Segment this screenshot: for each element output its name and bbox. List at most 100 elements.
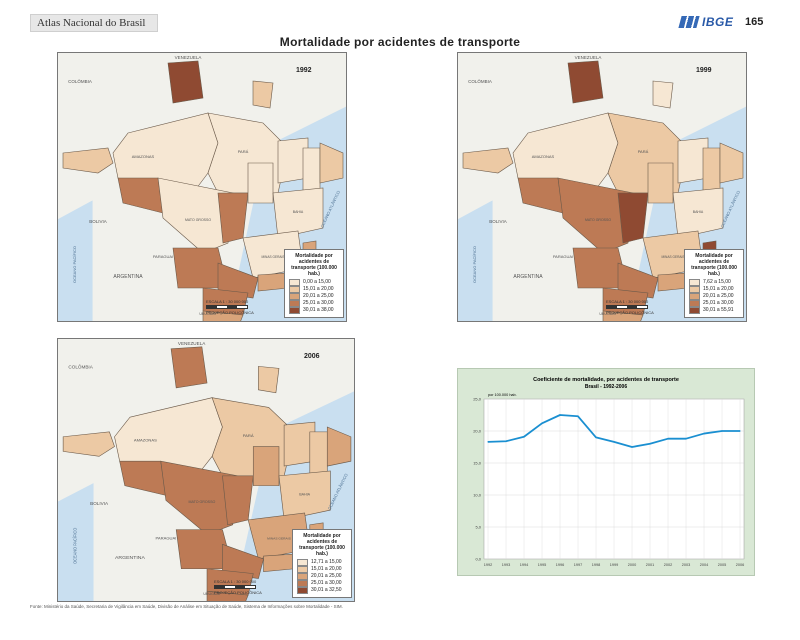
legend-class-label: 30,01 a 55,91 xyxy=(703,307,734,313)
label-bahia: BAHIA xyxy=(693,210,704,214)
map-year-label: 1992 xyxy=(296,67,312,74)
legend-swatch xyxy=(689,300,700,307)
data-point xyxy=(505,440,507,442)
legend-class-label: 30,01 a 38,00 xyxy=(303,307,334,313)
state-bahia xyxy=(672,187,724,239)
legend-title: Mortalidade por acidentes de transporte … xyxy=(299,533,345,557)
data-point xyxy=(703,432,705,435)
x-tick-label: 2006 xyxy=(736,563,744,567)
x-tick-label: 1999 xyxy=(610,563,618,567)
state-piaui xyxy=(302,147,321,194)
map-panel-1999: VENEZUELA COLÔMBIA BOLIVIA ARGENTINA PARAGUA… xyxy=(457,52,747,322)
data-point xyxy=(739,430,741,432)
label-argentina: ARGENTINA xyxy=(115,555,146,561)
x-tick-label: 2000 xyxy=(628,563,636,567)
map-legend: Mortalidade por acidentes de transporte … xyxy=(284,249,344,318)
label-minas-gerais: MINAS GERAIS xyxy=(661,255,684,259)
label-paraguai: PARAGUAI xyxy=(155,536,176,541)
state-acre xyxy=(62,431,115,457)
data-point xyxy=(595,436,597,438)
scale-label: ESCALA 1 : 30 000 000 xyxy=(606,299,649,304)
label-colombia: COLÔMBIA xyxy=(68,363,92,369)
legend-row: 30,01 a 55,91 xyxy=(689,307,739,314)
map-legend: Mortalidade por acidentes de transporte … xyxy=(684,249,744,318)
x-tick-label: 1997 xyxy=(574,563,582,567)
legend-row: 15,01 a 20,00 xyxy=(289,286,339,293)
legend-row: 25,01 a 30,00 xyxy=(297,580,347,587)
legend-class-label: 0,00 a 15,00 xyxy=(303,279,331,285)
projection-label: PROJEÇÃO POLICÔNICA xyxy=(206,310,254,315)
state-bahia xyxy=(272,187,324,239)
legend-class-label: 15,01 a 20,00 xyxy=(303,286,334,292)
label-paraguai: PARAGUAI xyxy=(553,254,573,259)
state-piaui xyxy=(309,431,328,477)
state-amapa xyxy=(252,80,274,109)
map-legend: Mortalidade por acidentes de transporte … xyxy=(292,529,352,598)
legend-row: 30,01 a 32,50 xyxy=(297,587,347,594)
state-goias xyxy=(217,192,249,244)
legend-class-label: 30,01 a 32,50 xyxy=(311,587,342,593)
label-bolivia: BOLIVIA xyxy=(489,219,507,224)
label-colombia: COLÔMBIA xyxy=(468,78,492,84)
legend-swatch xyxy=(289,307,300,314)
x-tick-label: 2002 xyxy=(664,563,672,567)
chart-title: Coeficiente de mortalidade, por acidente… xyxy=(533,377,679,383)
legend-class-label: 25,01 a 30,00 xyxy=(311,580,342,586)
state-piaui xyxy=(702,147,721,194)
legend-row: 25,01 a 30,00 xyxy=(689,300,739,307)
atlas-title: Atlas Nacional do Brasil xyxy=(37,17,146,29)
brazil-states: VENEZUELA COLÔMBIA BOLIVIA ARGENTINA PARAGUA… xyxy=(62,341,352,601)
legend-swatch xyxy=(297,587,308,594)
label-mato-grosso: MATO GROSSO xyxy=(189,500,216,504)
label-mato-grosso: MATO GROSSO xyxy=(585,218,611,222)
legend-swatch xyxy=(297,566,308,573)
label-uruguay: URUGUAY xyxy=(199,312,217,316)
state-nordeste xyxy=(719,142,744,184)
legend-class-label: 15,01 a 20,00 xyxy=(703,286,734,292)
label-amazonas: AMAZONAS xyxy=(134,438,157,443)
label-bolivia: BOLIVIA xyxy=(89,219,107,224)
data-point xyxy=(613,441,615,443)
legend-row: 30,01 a 38,00 xyxy=(289,307,339,314)
data-point xyxy=(685,438,687,440)
projection-label: PROJEÇÃO POLICÔNICA xyxy=(214,590,262,595)
map-svg: VENEZUELA COLÔMBIA BOLIVIA ARGENTINA PARAGUA… xyxy=(458,53,746,321)
page-number: 165 xyxy=(745,16,764,28)
data-point xyxy=(649,443,651,445)
x-tick-label: 1994 xyxy=(520,563,528,567)
state-sp xyxy=(617,262,659,299)
state-roraima xyxy=(167,60,204,104)
state-rj xyxy=(263,553,295,572)
label-argentina: ARGENTINA xyxy=(513,274,543,280)
label-amazonas: AMAZONAS xyxy=(132,154,155,159)
map-year-label: 2006 xyxy=(304,353,320,360)
state-goias xyxy=(617,192,649,244)
y-tick-label: 20,0 xyxy=(473,429,482,434)
legend-swatch xyxy=(289,279,300,286)
legend-swatch xyxy=(289,293,300,300)
pacific-ocean xyxy=(58,483,94,601)
x-tick-label: 2003 xyxy=(682,563,690,567)
state-sp xyxy=(222,543,264,579)
legend-row: 20,01 a 25,00 xyxy=(297,573,347,580)
legend-swatch xyxy=(689,307,700,314)
y-tick-label: 15,0 xyxy=(473,461,482,466)
x-tick-label: 2001 xyxy=(646,563,654,567)
label-uruguay: URUGUAY xyxy=(599,312,617,316)
legend-class-label: 20,01 a 25,00 xyxy=(703,293,734,299)
legend-row: 25,01 a 30,00 xyxy=(289,300,339,307)
chart-svg: Coeficiente de mortalidade, por acidente… xyxy=(473,377,745,567)
legend-class-label: 20,01 a 25,00 xyxy=(303,293,334,299)
ibge-logo: IBGE xyxy=(678,14,733,30)
data-point xyxy=(721,430,723,432)
map-year-label: 1999 xyxy=(696,67,712,74)
scale-label: ESCALA 1 : 30 000 000 xyxy=(214,579,257,584)
state-amapa xyxy=(652,80,674,109)
label-para: PARÁ xyxy=(243,433,254,438)
page-title: Mortalidade por acidentes de transporte xyxy=(279,35,521,49)
scale-label: ESCALA 1 : 30 000 000 xyxy=(206,299,249,304)
x-tick-label: 2004 xyxy=(700,563,708,567)
label-para: PARÁ xyxy=(638,149,649,154)
x-tick-label: 2005 xyxy=(718,563,726,567)
label-uruguay: URUGUAY xyxy=(203,592,221,596)
